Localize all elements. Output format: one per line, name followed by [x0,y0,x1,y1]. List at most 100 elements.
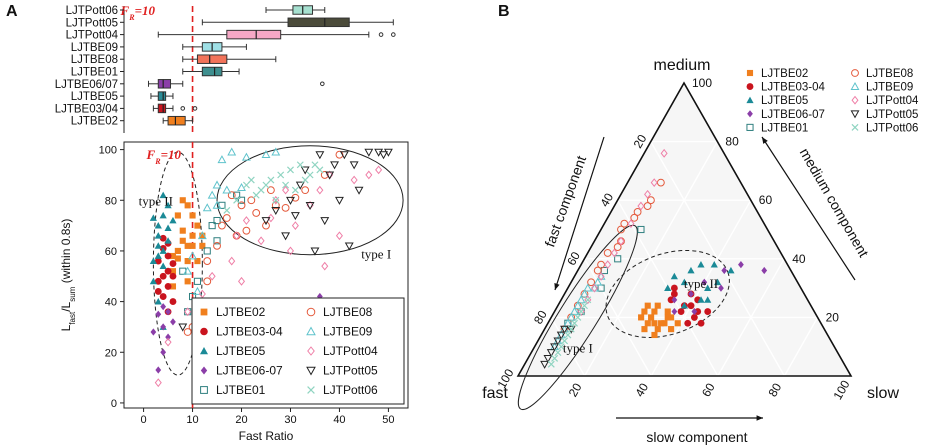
marker-shape [281,232,291,241]
box-row-ljtbe09: LJTBE09 [71,42,247,54]
scatter-point [218,221,226,230]
x-tick-label: 50 [382,414,394,426]
box-row-ljtpott06: LJTPott06 [66,5,326,17]
scatter-point [247,176,255,184]
legend-marker [306,366,316,376]
marker-shape [364,148,374,157]
box-row-ljtpott04: LJTPott04 [66,30,396,42]
ternary-point [667,296,675,304]
marker-shape [306,366,316,376]
legend-label: LJTBE09 [323,325,373,339]
box-outlier [192,106,198,111]
marker-shape [335,231,343,241]
scatter-point [252,209,261,217]
ternary-point [587,278,596,287]
scatter-point [316,185,324,195]
box-row-ljtbe05: LJTBE05 [71,91,174,103]
marker-shape [200,366,208,375]
marker-shape [320,217,330,226]
scatter-point [183,328,192,336]
ternary-series-ljtpott06 [547,296,592,368]
marker-shape [627,219,635,229]
marker-shape [261,217,271,226]
scatter-point [192,286,202,295]
legend-label: LJTPott06 [866,122,918,134]
legend-item-ljtbe03-04: LJTBE03-04 [200,325,283,339]
ternary-tick-slow: 100 [830,378,852,403]
ternary-axis-label-slow: slow component [646,429,747,445]
marker-shape [704,296,712,303]
marker-shape [237,196,246,204]
ternary-tick-medium: 80 [725,135,739,149]
marker-shape [671,307,678,316]
ternary-point [658,320,665,327]
marker-shape [334,196,344,205]
scatter-series-ljtbe08 [183,150,344,336]
scatter-point [154,257,162,265]
ternary-tick-medium: 40 [792,252,806,266]
scatter-point [159,211,167,219]
ternary-point [637,225,645,234]
ternary-point [687,266,695,274]
marker-shape [573,301,583,310]
scatter-point [301,186,310,195]
ternary-point [566,312,576,321]
marker-shape [165,308,171,316]
ternary-point [593,277,603,286]
scatter-point [169,216,177,224]
marker-shape [178,323,188,332]
marker-shape [701,278,708,286]
scatter-point [164,282,172,290]
scatter-point [339,151,349,160]
legend-marker [200,386,208,394]
x-tick-label: 30 [284,414,296,426]
marker-shape [684,319,692,327]
marker-shape [203,277,212,286]
legend-label: LJTPott04 [866,95,919,107]
scatter-point [174,247,181,254]
legend-marker [306,326,316,336]
legend-marker [851,123,859,131]
marker-shape [189,242,196,249]
scatter-point [272,196,280,204]
ternary-point [627,219,635,229]
legend-marker [746,69,754,77]
marker-shape [271,201,280,210]
ternary-point [573,301,583,310]
slow-axis-arrow [616,415,763,421]
x-tick-label: 40 [333,414,345,426]
ternary-point [637,201,645,211]
marker-shape [200,347,208,355]
legend-label: LJTBE02 [761,68,808,80]
marker-shape [179,197,186,204]
marker-shape [193,277,202,285]
ternary-annotation: type I [563,341,593,356]
legend-label: LJTBE08 [323,305,373,319]
marker-shape [262,221,270,230]
scatter-point [207,190,217,199]
marker-stroke [580,302,588,310]
ternary-grid-line [783,317,819,377]
marker-shape [183,328,192,336]
ternary-legend-item-ljtbe02: LJTBE02 [746,68,808,80]
scatter-point [199,242,206,249]
legend-marker [850,110,860,119]
scatter-point [306,171,314,179]
marker-stroke [247,176,255,184]
scatter-point [237,196,246,204]
scatter-point [233,196,241,204]
scatter-point [291,221,299,231]
scatter-point [335,231,343,241]
box-category-label: LJTBE09 [71,42,118,54]
marker-shape [237,276,246,286]
scatter-point [208,222,216,230]
marker-shape [150,328,157,336]
ylabel-sub-fast: fast [68,311,77,325]
marker-shape [184,202,191,209]
marker-shape [261,150,271,159]
marker-shape [184,307,192,317]
marker-shape [300,166,310,175]
marker-shape [184,308,192,316]
scatter-point [154,222,162,229]
marker-shape [604,260,612,270]
